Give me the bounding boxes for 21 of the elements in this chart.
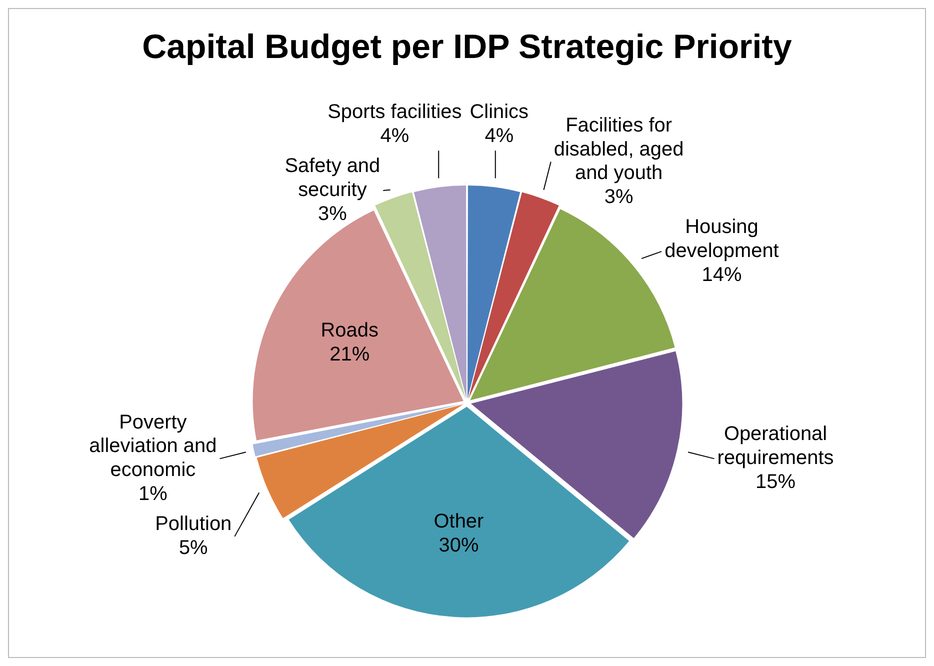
- data-label: 30%: [438, 534, 479, 557]
- data-label: 1%: [138, 483, 168, 506]
- data-label: 15%: [756, 471, 796, 494]
- data-label: 4%: [380, 125, 410, 148]
- data-label: 3%: [318, 202, 348, 225]
- slice-label: Facilities for disabled, aged and youth: [554, 114, 684, 184]
- data-label: 5%: [178, 536, 208, 559]
- data-label: 21%: [330, 343, 370, 366]
- slice-label: Poverty alleviation and economic: [89, 411, 217, 482]
- slice-label: Pollution: [155, 512, 232, 535]
- slice-label: Other: [434, 510, 484, 533]
- slice-label: Sports facilities: [328, 101, 462, 124]
- slice-label: Roads: [320, 320, 378, 342]
- slice-label: Operational requirements: [717, 423, 834, 470]
- data-label: 3%: [604, 186, 634, 208]
- slice-label: Safety and security: [284, 155, 380, 201]
- data-label: 14%: [702, 264, 742, 286]
- chart-title: Capital Budget per IDP Strategic Priority: [142, 28, 792, 66]
- slice-label: Clinics: [470, 101, 529, 124]
- data-label: 4%: [484, 125, 514, 148]
- slice-label: Housing development: [664, 216, 780, 262]
